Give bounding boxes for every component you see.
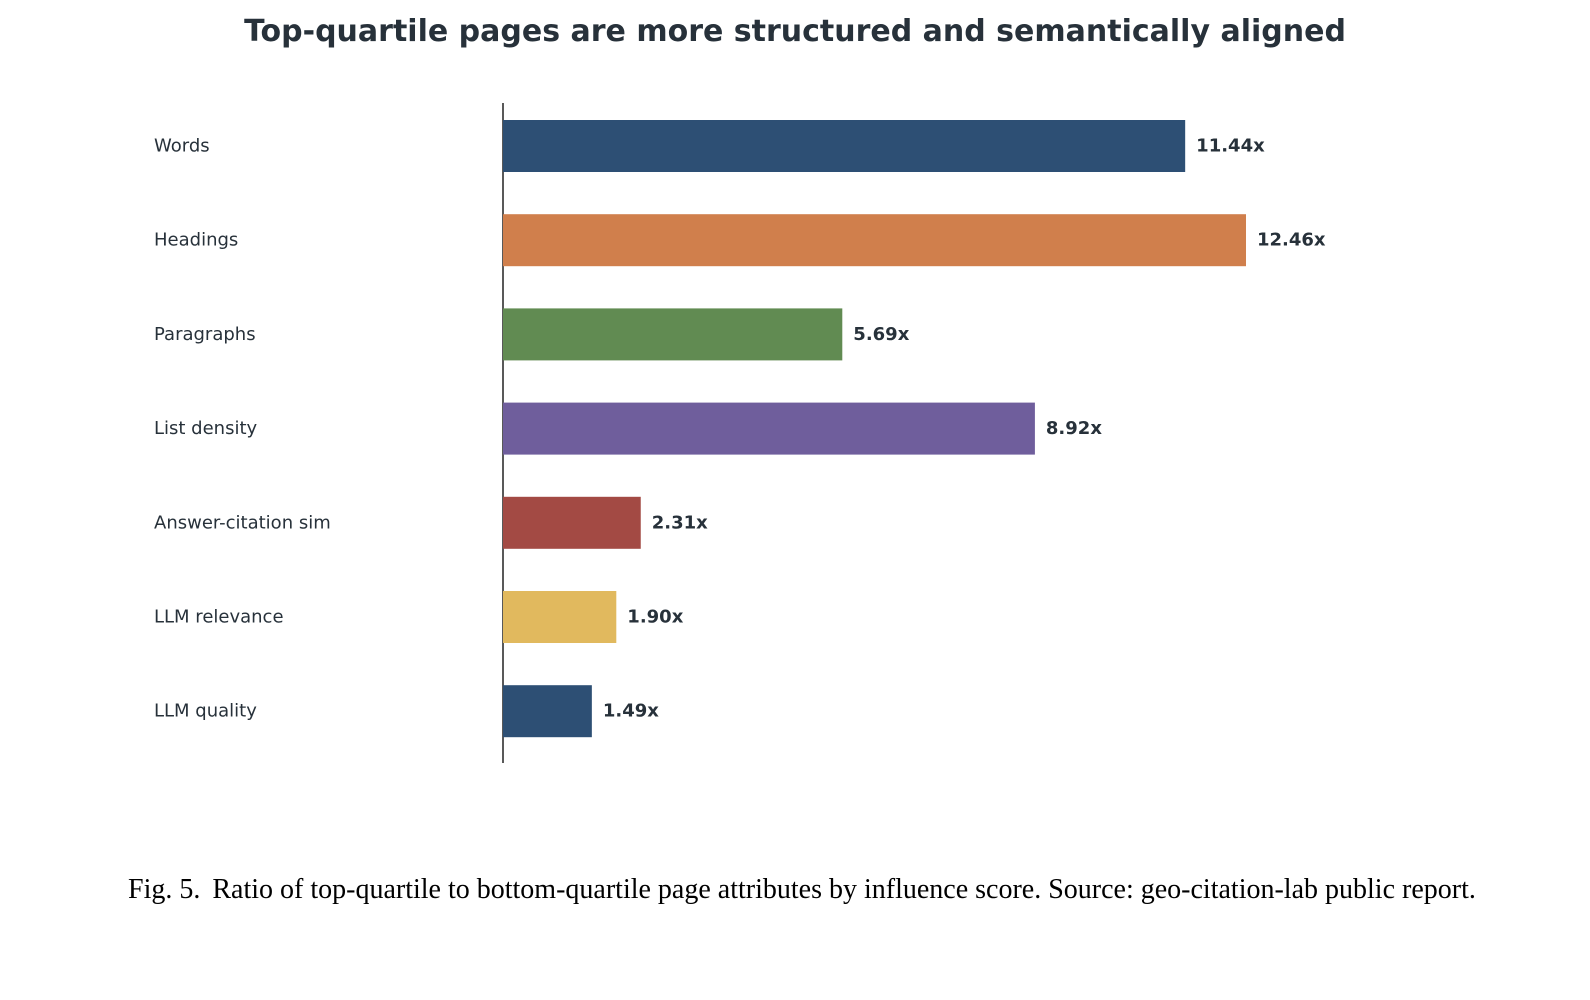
bar — [503, 591, 617, 643]
figure-caption: Fig. 5. Ratio of top-quartile to bottom-q… — [128, 872, 1488, 908]
value-label: 12.46x — [1257, 230, 1326, 251]
value-label: 1.90x — [627, 607, 683, 628]
bar — [503, 685, 592, 738]
category-label: Paragraphs — [154, 324, 256, 345]
bar-chart: Top-quartile pages are more structured a… — [154, 14, 1346, 763]
bar — [503, 308, 843, 361]
bar — [503, 402, 1035, 455]
category-label: Words — [154, 136, 210, 157]
figure-label: Fig. 5. — [128, 874, 201, 905]
bar — [503, 496, 641, 549]
chart-title: Top-quartile pages are more structured a… — [244, 14, 1346, 49]
category-label: LLM quality — [154, 701, 257, 722]
category-label: LLM relevance — [154, 607, 284, 628]
bar — [503, 120, 1186, 172]
category-label: Headings — [154, 230, 238, 251]
bars-layer: Words 11.44x Headings 12.46x Paragraphs 5.69x… — [154, 120, 1326, 738]
category-label: Answer-citation sim — [154, 512, 331, 533]
caption-text: Ratio of top-quartile to bottom-quartile… — [212, 874, 1476, 905]
value-label: 11.44x — [1196, 136, 1265, 157]
value-label: 2.31x — [652, 512, 708, 533]
bar — [503, 214, 1246, 267]
value-label: 8.92x — [1046, 418, 1102, 439]
value-label: 5.69x — [853, 324, 909, 345]
category-label: List density — [154, 418, 258, 439]
value-label: 1.49x — [603, 701, 659, 722]
